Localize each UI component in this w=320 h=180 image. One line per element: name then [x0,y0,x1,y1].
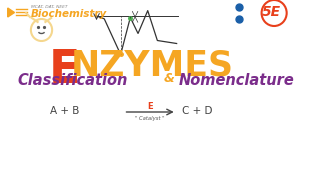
Text: MCAT, DAT, NEET: MCAT, DAT, NEET [31,5,68,9]
Text: A + B: A + B [50,106,80,116]
Text: 5E: 5E [262,5,281,19]
Text: " Catalyst ": " Catalyst " [135,116,164,121]
Text: NZYMES: NZYMES [70,48,234,82]
Text: E: E [48,48,80,93]
Text: &: & [164,72,175,85]
Text: C + D: C + D [182,106,213,116]
Text: Nomenclature: Nomenclature [179,73,294,88]
Polygon shape [8,8,14,17]
Text: Biochemistry: Biochemistry [31,9,107,19]
Text: Classification: Classification [17,73,128,88]
Text: E: E [147,102,152,111]
